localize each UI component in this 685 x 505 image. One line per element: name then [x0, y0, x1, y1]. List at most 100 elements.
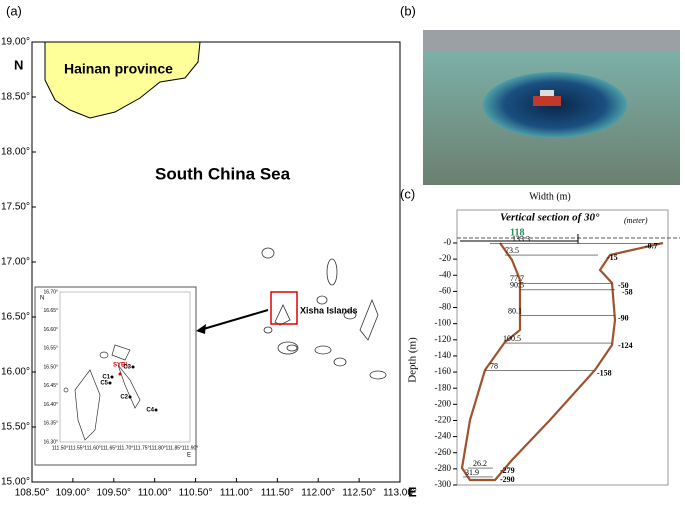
- lon-tick-label: 111.50°: [261, 488, 294, 499]
- depth-label: -58: [622, 288, 633, 297]
- inset-lat-label: 16.45°: [43, 383, 58, 389]
- station-label: C2: [120, 395, 128, 401]
- east-label: E: [408, 484, 417, 499]
- inset-lat-label: 16.70°: [43, 289, 58, 295]
- y-tick-label: -260: [435, 447, 452, 457]
- panel-label: (c): [400, 186, 415, 201]
- lat-tick-label: 16.50°: [1, 312, 30, 323]
- y-tick-label: -300: [435, 479, 452, 489]
- depth-label: -90: [618, 313, 629, 322]
- inset-lon-label: 111.50°: [52, 445, 69, 451]
- station-label: C5: [100, 381, 108, 387]
- lat-tick-label: 17.00°: [1, 257, 30, 268]
- y-tick-label: -200: [435, 398, 452, 408]
- north-label: N: [14, 57, 23, 72]
- y-tick-label: -0: [444, 237, 452, 247]
- width-label: 78: [490, 361, 498, 370]
- station: [131, 365, 135, 369]
- lat-tick-label: 18.50°: [1, 92, 30, 103]
- inset-lon-label: 111.70°: [117, 445, 134, 451]
- inset-lat-label: 16.50°: [43, 364, 58, 370]
- lon-tick-label: 112.00°: [301, 488, 335, 499]
- station-label: C3: [123, 365, 131, 371]
- site-label: SYBL: [113, 363, 129, 369]
- y-tick-label: -140: [435, 350, 452, 360]
- depth-label: -124: [618, 341, 633, 350]
- arrow-head: [196, 324, 206, 334]
- lon-tick-label: 110.50°: [179, 488, 213, 499]
- xisha-box: [270, 291, 298, 325]
- site-marker: [118, 372, 122, 376]
- width-label: 31.9: [465, 468, 479, 477]
- inset-lon-label: 111.75°: [133, 445, 150, 451]
- inset-lon-label: 111.60°: [84, 445, 101, 451]
- hainan-land: [44, 41, 201, 119]
- y-tick-label: -180: [435, 382, 452, 392]
- panel-label: (b): [400, 3, 416, 18]
- station-label: C4: [146, 408, 154, 414]
- width-label: 77.7: [510, 274, 524, 283]
- inset-lat-label: 16.60°: [43, 327, 58, 333]
- lat-tick-label: 19.00°: [1, 37, 30, 48]
- inset-lat-label: 16.35°: [43, 421, 58, 427]
- inset-lon-label: 111.55°: [68, 445, 85, 451]
- inset-lat-label: 16.55°: [43, 346, 58, 352]
- width-label: 73.5: [505, 246, 519, 255]
- lon-tick-label: 109.50°: [96, 488, 131, 499]
- inset-lat-label: 16.65°: [43, 308, 58, 314]
- lat-tick-label: 18.00°: [1, 147, 30, 158]
- station: [128, 395, 132, 399]
- y-tick-label: -220: [435, 415, 452, 425]
- inset-lat-label: 16.40°: [43, 402, 58, 408]
- lat-tick-label: 15.00°: [1, 477, 30, 488]
- lat-tick-label: 16.00°: [1, 367, 30, 378]
- y-tick-label: -40: [439, 269, 451, 279]
- section-title-unit: (meter): [624, 216, 648, 225]
- y-tick-label: -80: [439, 302, 451, 312]
- station-label: C1: [102, 375, 110, 381]
- depth-label: -15: [607, 253, 618, 262]
- y-axis-label: Depth (m): [407, 337, 419, 383]
- arrow: [199, 309, 269, 331]
- y-tick-label: -100: [435, 318, 452, 328]
- y-tick-label: -240: [435, 431, 452, 441]
- section-outline: [460, 241, 664, 482]
- y-tick-label: -280: [435, 463, 452, 473]
- section-frame: [456, 209, 669, 486]
- islands: [261, 247, 387, 380]
- depth-label: -279: [500, 466, 515, 475]
- y-tick-label: -160: [435, 366, 452, 376]
- lon-tick-label: 109.00°: [56, 488, 91, 499]
- lon-tick-label: 110.00°: [138, 488, 172, 499]
- xisha-label: Xisha Islands: [300, 305, 358, 315]
- inset-lat-label: 16.30°: [43, 439, 58, 445]
- y-tick-label: -60: [439, 285, 451, 295]
- section-title: Vertical section of 30°: [500, 212, 600, 224]
- depth-label: -50: [618, 281, 629, 290]
- photo-caption: Width (m): [529, 191, 571, 202]
- inset-east: E: [187, 453, 191, 459]
- surface-width: 118: [510, 227, 524, 238]
- lon-tick-label: 108.50°: [15, 488, 50, 499]
- panel-label: (a): [6, 3, 22, 18]
- y-tick-label: -120: [435, 334, 452, 344]
- inset-islands: [63, 344, 141, 441]
- lon-tick-label: 112.50°: [342, 488, 376, 499]
- width-label: 80.1: [508, 306, 522, 315]
- depth-label: -158: [597, 368, 612, 377]
- width-label: 133.3: [512, 234, 530, 243]
- width-label: 100.5: [503, 334, 521, 343]
- lon-tick-label: 111.00°: [220, 488, 253, 499]
- station: [110, 375, 114, 379]
- lon-tick-label: 113.00°: [383, 488, 417, 499]
- station: [108, 381, 112, 385]
- inset-lon-label: 111.65°: [100, 445, 117, 451]
- inset-frame: [34, 286, 197, 466]
- photo-boat-top: [540, 90, 554, 96]
- inset-north: N: [40, 296, 44, 302]
- width-label: 90.5: [510, 281, 524, 290]
- lat-tick-label: 17.50°: [1, 202, 30, 213]
- inset-lon-label: 111.80°: [149, 445, 166, 451]
- inset-plot: [59, 291, 191, 443]
